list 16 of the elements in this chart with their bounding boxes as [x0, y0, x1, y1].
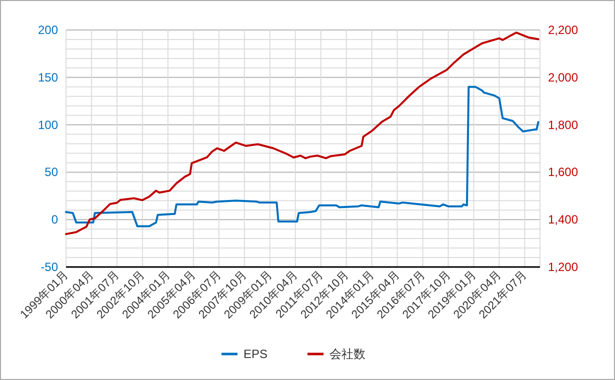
- y-tick-label: 50: [44, 165, 58, 180]
- y2-tick-label: 1,200: [548, 260, 578, 274]
- y2-tick-label: 1,400: [548, 212, 578, 227]
- y-tick-label: 0: [51, 212, 58, 227]
- line-series: [65, 32, 540, 236]
- y2-tick-label: 2,200: [548, 23, 578, 37]
- y2-tick-label: 2,000: [548, 70, 578, 84]
- y2-tick-label: 1,800: [548, 118, 578, 132]
- legend-label: EPS: [244, 347, 268, 361]
- y-tick-label: 150: [38, 70, 58, 84]
- line-series: [65, 86, 540, 228]
- legend-label: 会社数: [330, 347, 366, 361]
- y-tick-label: 200: [38, 23, 58, 37]
- y-tick-label: 100: [38, 118, 58, 132]
- y-tick-label: -50: [40, 260, 58, 274]
- y2-tick-label: 1,600: [548, 165, 578, 180]
